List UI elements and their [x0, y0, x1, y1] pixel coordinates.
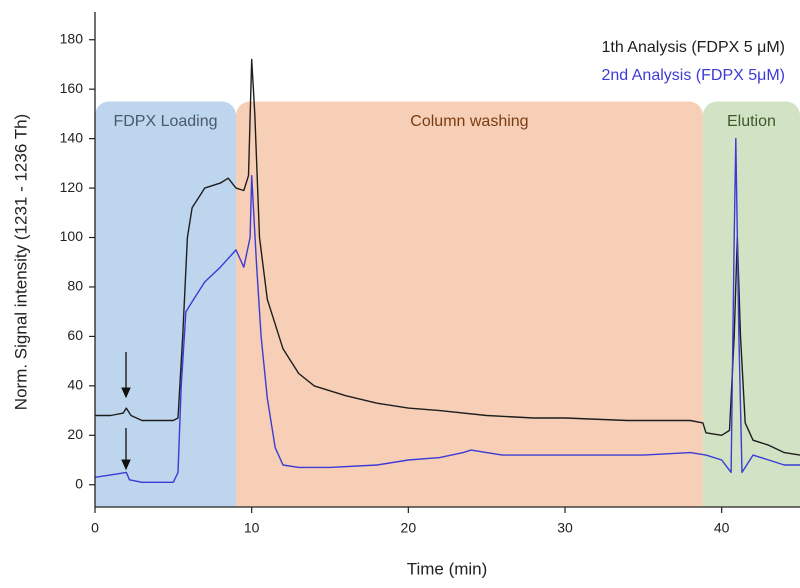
y-tick-label: 20: [67, 426, 83, 442]
y-tick-label: 160: [60, 80, 84, 96]
legend-label: 1th Analysis (FDPX 5 μM): [602, 39, 786, 56]
x-tick-label: 0: [91, 520, 99, 536]
legend-label: 2nd Analysis (FDPX 5μM): [602, 67, 786, 84]
x-tick-label: 40: [714, 520, 730, 536]
y-tick-label: 100: [60, 228, 84, 244]
y-tick-label: 120: [60, 179, 84, 195]
x-axis-title: Time (min): [407, 559, 488, 578]
region: [236, 101, 703, 507]
region-label: Elution: [727, 113, 776, 130]
y-tick-label: 60: [67, 327, 83, 343]
region: [702, 101, 800, 507]
y-tick-label: 0: [75, 475, 83, 491]
y-tick-label: 140: [60, 129, 84, 145]
x-tick-label: 30: [557, 520, 573, 536]
region-label: FDPX Loading: [113, 113, 217, 130]
y-tick-label: 180: [60, 30, 84, 46]
arrows: [121, 352, 131, 471]
series-line: [95, 137, 800, 483]
y-tick-label: 40: [67, 377, 83, 393]
y-tick-label: 80: [67, 278, 83, 294]
region-label: Column washing: [410, 113, 528, 130]
y-axis-title: Norm. Signal intensity (1231 - 1236 Th): [11, 114, 30, 410]
x-tick-label: 10: [244, 520, 260, 536]
region: [95, 101, 236, 507]
x-tick-label: 20: [401, 520, 417, 536]
